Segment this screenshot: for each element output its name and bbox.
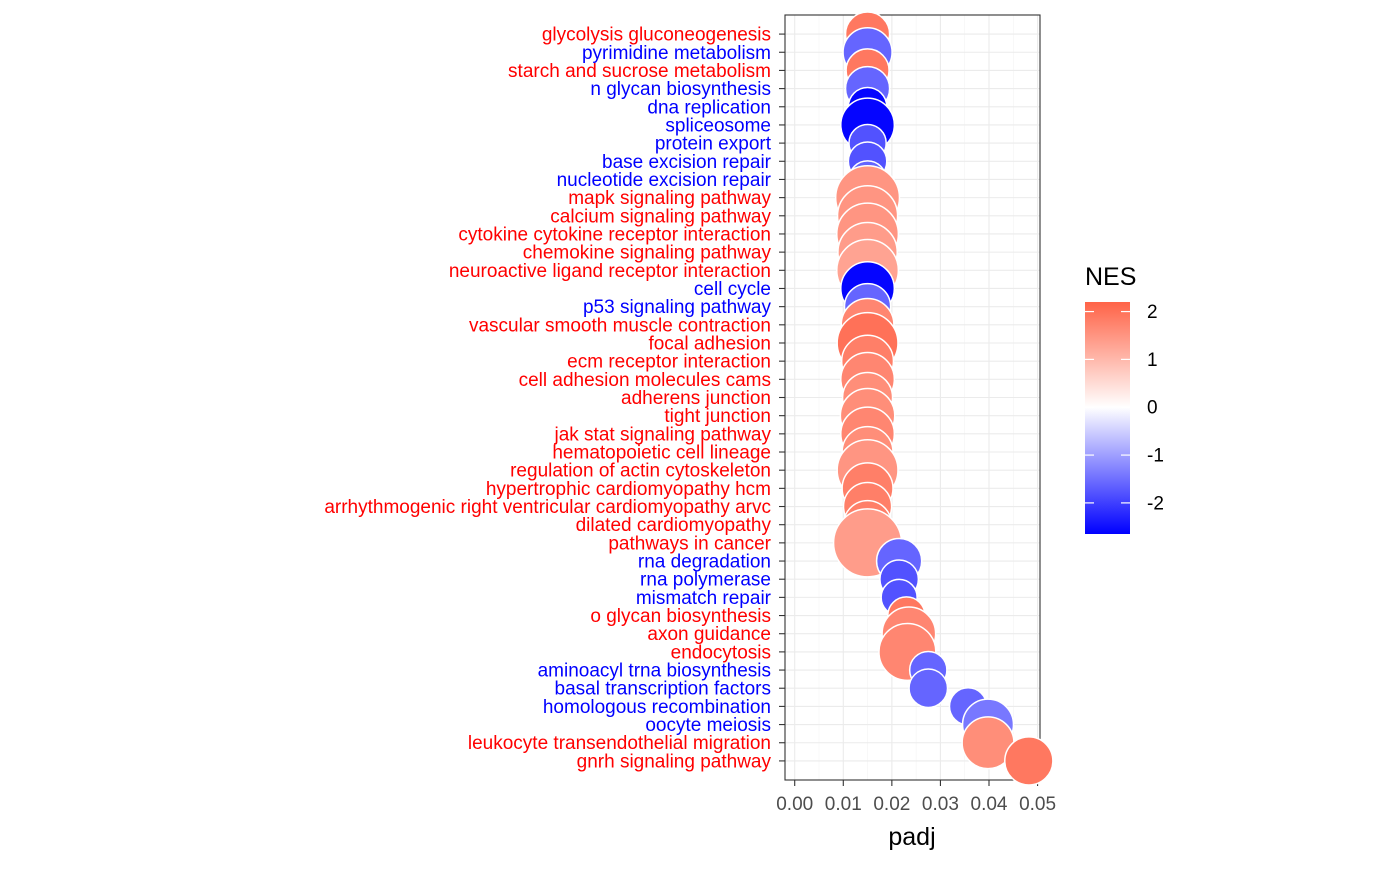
y-tick-label: leukocyte transendothelial migration	[468, 733, 771, 754]
y-tick-label: dna replication	[647, 97, 771, 118]
y-tick-label: tight junction	[664, 406, 771, 427]
y-tick-label: rna polymerase	[640, 570, 771, 591]
y-tick-label: o glycan biosynthesis	[590, 606, 771, 627]
axes: 0.00 0.01 0.02 0.03 0.04 0.05	[776, 780, 1056, 815]
y-tick-label: homologous recombination	[543, 697, 771, 718]
y-tick-label: base excision repair	[602, 152, 772, 173]
y-tick-label: basal transcription factors	[555, 679, 772, 700]
legend-color-bar	[1085, 302, 1130, 534]
y-tick-label: dilated cardiomyopathy	[576, 515, 772, 536]
x-tick-label: 0.02	[873, 794, 910, 815]
y-tick-label: axon guidance	[647, 624, 771, 645]
y-tick-label: vascular smooth muscle contraction	[469, 315, 771, 336]
x-tick-label: 0.04	[971, 794, 1008, 815]
y-tick-label: starch and sucrose metabolism	[508, 61, 771, 82]
y-tick-label: nucleotide excision repair	[557, 170, 772, 191]
y-tick-label: hypertrophic cardiomyopathy hcm	[486, 479, 771, 500]
y-tick-label: protein export	[655, 134, 772, 155]
y-tick-label: arrhythmogenic right ventricular cardiom…	[324, 497, 771, 518]
legend-tick-label: -1	[1147, 446, 1164, 467]
x-tick-label: 0.01	[825, 794, 862, 815]
legend-tick-label: 0	[1147, 398, 1158, 419]
y-tick-label: ecm receptor interaction	[567, 352, 771, 373]
y-tick-label: chemokine signaling pathway	[523, 243, 772, 264]
y-tick-label: pyrimidine metabolism	[582, 43, 771, 64]
y-tick-label: mapk signaling pathway	[568, 188, 771, 209]
y-tick-label: glycolysis gluconeogenesis	[542, 25, 771, 46]
y-tick-label: focal adhesion	[648, 333, 771, 354]
y-tick-label: p53 signaling pathway	[583, 297, 772, 318]
y-tick-label: n glycan biosynthesis	[590, 79, 771, 100]
legend-title: NES	[1085, 263, 1136, 291]
y-tick-label: aminoacyl trna biosynthesis	[538, 661, 771, 682]
y-tick-label: spliceosome	[665, 115, 771, 136]
y-tick-label: oocyte meiosis	[645, 715, 771, 736]
data-point	[1004, 736, 1054, 786]
x-tick-label: 0.00	[776, 794, 813, 815]
y-tick-label: hematopoietic cell lineage	[552, 443, 771, 464]
y-tick-label: neuroactive ligand receptor interaction	[449, 261, 771, 282]
y-tick-label: rna degradation	[638, 552, 771, 573]
x-tick-label: 0.03	[922, 794, 959, 815]
data-points	[832, 11, 1054, 786]
y-tick-label: calcium signaling pathway	[550, 206, 771, 227]
y-tick-label: endocytosis	[671, 642, 771, 663]
legend: NES 2 1 0 -1 -2	[1085, 263, 1164, 534]
x-axis-title: padj	[888, 823, 935, 851]
y-tick-label: regulation of actin cytoskeleton	[510, 461, 771, 482]
legend-tick-label: 1	[1147, 350, 1158, 371]
y-tick-label: cytokine cytokine receptor interaction	[458, 224, 771, 245]
data-point	[908, 668, 949, 709]
legend-tick-label: 2	[1147, 302, 1158, 323]
y-tick-label: cell cycle	[694, 279, 771, 300]
y-tick-label: jak stat signaling pathway	[553, 424, 771, 445]
y-tick-label: cell adhesion molecules cams	[519, 370, 771, 391]
x-tick-label: 0.05	[1019, 794, 1056, 815]
y-tick-label: adherens junction	[621, 388, 771, 409]
y-tick-label: pathways in cancer	[608, 533, 771, 554]
y-tick-label: gnrh signaling pathway	[577, 751, 772, 772]
y-tick-label: mismatch repair	[636, 588, 772, 609]
legend-tick-label: -2	[1147, 493, 1164, 514]
